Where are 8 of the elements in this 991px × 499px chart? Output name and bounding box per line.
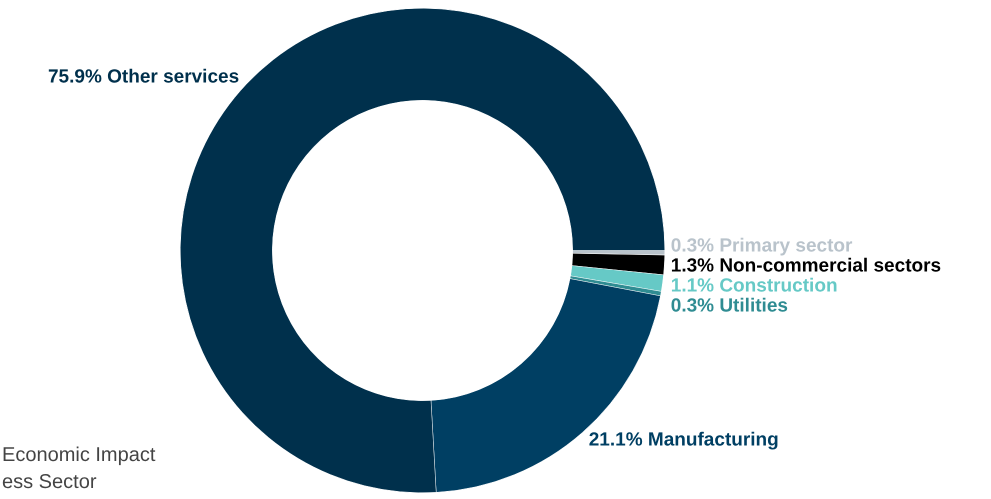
slice-label: 1.1% Construction bbox=[670, 276, 838, 297]
text: ess Sector bbox=[2, 470, 98, 495]
slice-label: 0.3% Primary sector bbox=[670, 236, 854, 257]
slice-label: 21.1% Manufacturing bbox=[588, 429, 779, 450]
text: Economic Impact bbox=[2, 443, 156, 468]
slice-label: 75.9% Other services bbox=[48, 66, 240, 88]
slice-label: 1.3% Non-commercial sectors bbox=[670, 256, 942, 277]
slice-label: 0.3% Utilities bbox=[670, 296, 788, 317]
